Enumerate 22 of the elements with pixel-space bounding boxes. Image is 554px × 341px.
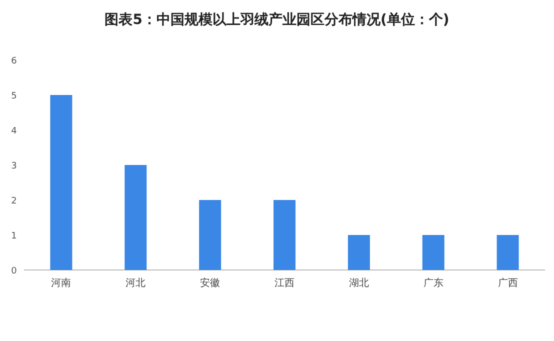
y-tick-label: 0 xyxy=(11,266,18,276)
bar xyxy=(124,165,147,270)
x-tick-label: 湖北 xyxy=(348,277,369,289)
chart-title: 图表5：中国规模以上羽绒产业园区分布情况(单位：个) xyxy=(104,11,450,28)
x-tick-label: 广西 xyxy=(498,277,518,289)
bar xyxy=(199,200,222,270)
bar xyxy=(348,235,370,270)
bar xyxy=(496,235,519,270)
x-tick-label: 安徽 xyxy=(200,277,220,289)
x-tick-label: 河北 xyxy=(126,277,146,289)
bar xyxy=(50,95,72,270)
y-tick-label: 3 xyxy=(11,162,17,172)
bar xyxy=(422,235,444,270)
y-tick-label: 5 xyxy=(11,92,17,102)
x-tick-label: 江西 xyxy=(274,277,294,289)
bar xyxy=(274,200,296,270)
y-tick-label: 1 xyxy=(11,232,17,242)
x-tick-label: 河南 xyxy=(51,277,72,289)
y-tick-label: 6 xyxy=(11,56,18,66)
y-tick-label: 4 xyxy=(11,126,18,136)
y-tick-label: 2 xyxy=(11,196,17,206)
x-tick-label: 广东 xyxy=(423,277,444,289)
